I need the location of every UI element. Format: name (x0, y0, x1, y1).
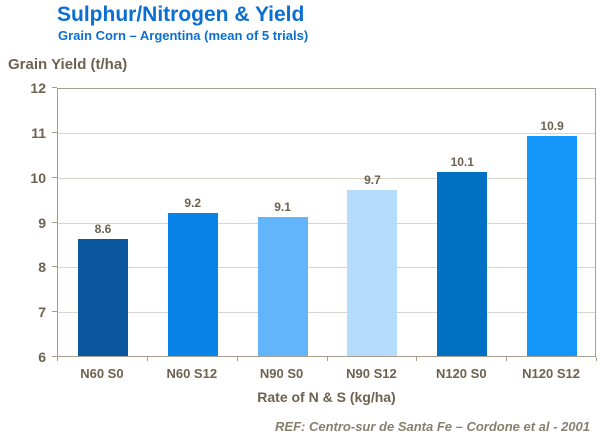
x-category-label: N120 S0 (435, 366, 487, 381)
chart-subtitle: Grain Corn – Argentina (mean of 5 trials… (58, 28, 309, 43)
x-tick-mark (146, 357, 148, 361)
y-tick-label: 8 (38, 259, 46, 276)
gridline (58, 177, 595, 179)
x-tick-mark (506, 357, 508, 361)
y-tick-mark (52, 311, 57, 313)
chart-title: Sulphur/Nitrogen & Yield (57, 3, 305, 26)
x-category-label: N60 S0 (80, 366, 124, 381)
bar-value-label: 10.1 (450, 155, 474, 170)
x-tick-mark (416, 357, 418, 361)
reference-text: REF: Centro-sur de Santa Fe – Cordone et… (275, 419, 590, 434)
x-tick-mark (57, 357, 58, 361)
bar (167, 212, 218, 356)
y-tick-mark (52, 176, 57, 178)
bar (347, 190, 398, 356)
y-axis-title: Grain Yield (t/ha) (8, 56, 128, 73)
bar (77, 239, 128, 356)
bar-value-label: 9.2 (184, 195, 202, 210)
y-tick-label: 6 (38, 349, 46, 365)
y-tick-label: 11 (31, 124, 46, 141)
bar-value-label: 9.1 (274, 200, 291, 215)
x-tick-mark (236, 357, 238, 361)
gridline (58, 267, 595, 269)
gridline (58, 222, 595, 224)
x-tick-mark (326, 357, 328, 361)
bar (257, 217, 308, 356)
y-tick-mark (52, 356, 57, 357)
y-tick-mark (52, 131, 57, 133)
y-tick-mark (52, 87, 57, 88)
y-tick-mark (52, 266, 57, 268)
bar-value-label: 9.7 (364, 173, 381, 188)
y-tick-label: 9 (38, 214, 46, 231)
bar (437, 172, 488, 356)
y-tick-mark (52, 221, 57, 223)
y-tick-label: 7 (38, 304, 46, 321)
gridline (58, 312, 595, 314)
gridline (58, 132, 595, 134)
x-axis-title: Rate of N & S (kg/ha) (257, 389, 396, 405)
y-tick-label: 12 (30, 80, 46, 96)
y-tick-label: 10 (30, 169, 46, 186)
bar-value-label: 10.9 (540, 119, 564, 134)
x-tick-mark (596, 357, 597, 361)
bar-value-label: 8.6 (94, 222, 112, 237)
x-category-label: N120 S12 (522, 366, 580, 381)
plot-area: 8.6 9.2 9.1 9.7 10.1 10.9 (57, 88, 596, 357)
x-category-label: N90 S0 (259, 366, 304, 381)
x-category-label: N60 S12 (166, 366, 218, 381)
bar (527, 136, 578, 356)
x-category-label: N90 S12 (346, 366, 397, 381)
